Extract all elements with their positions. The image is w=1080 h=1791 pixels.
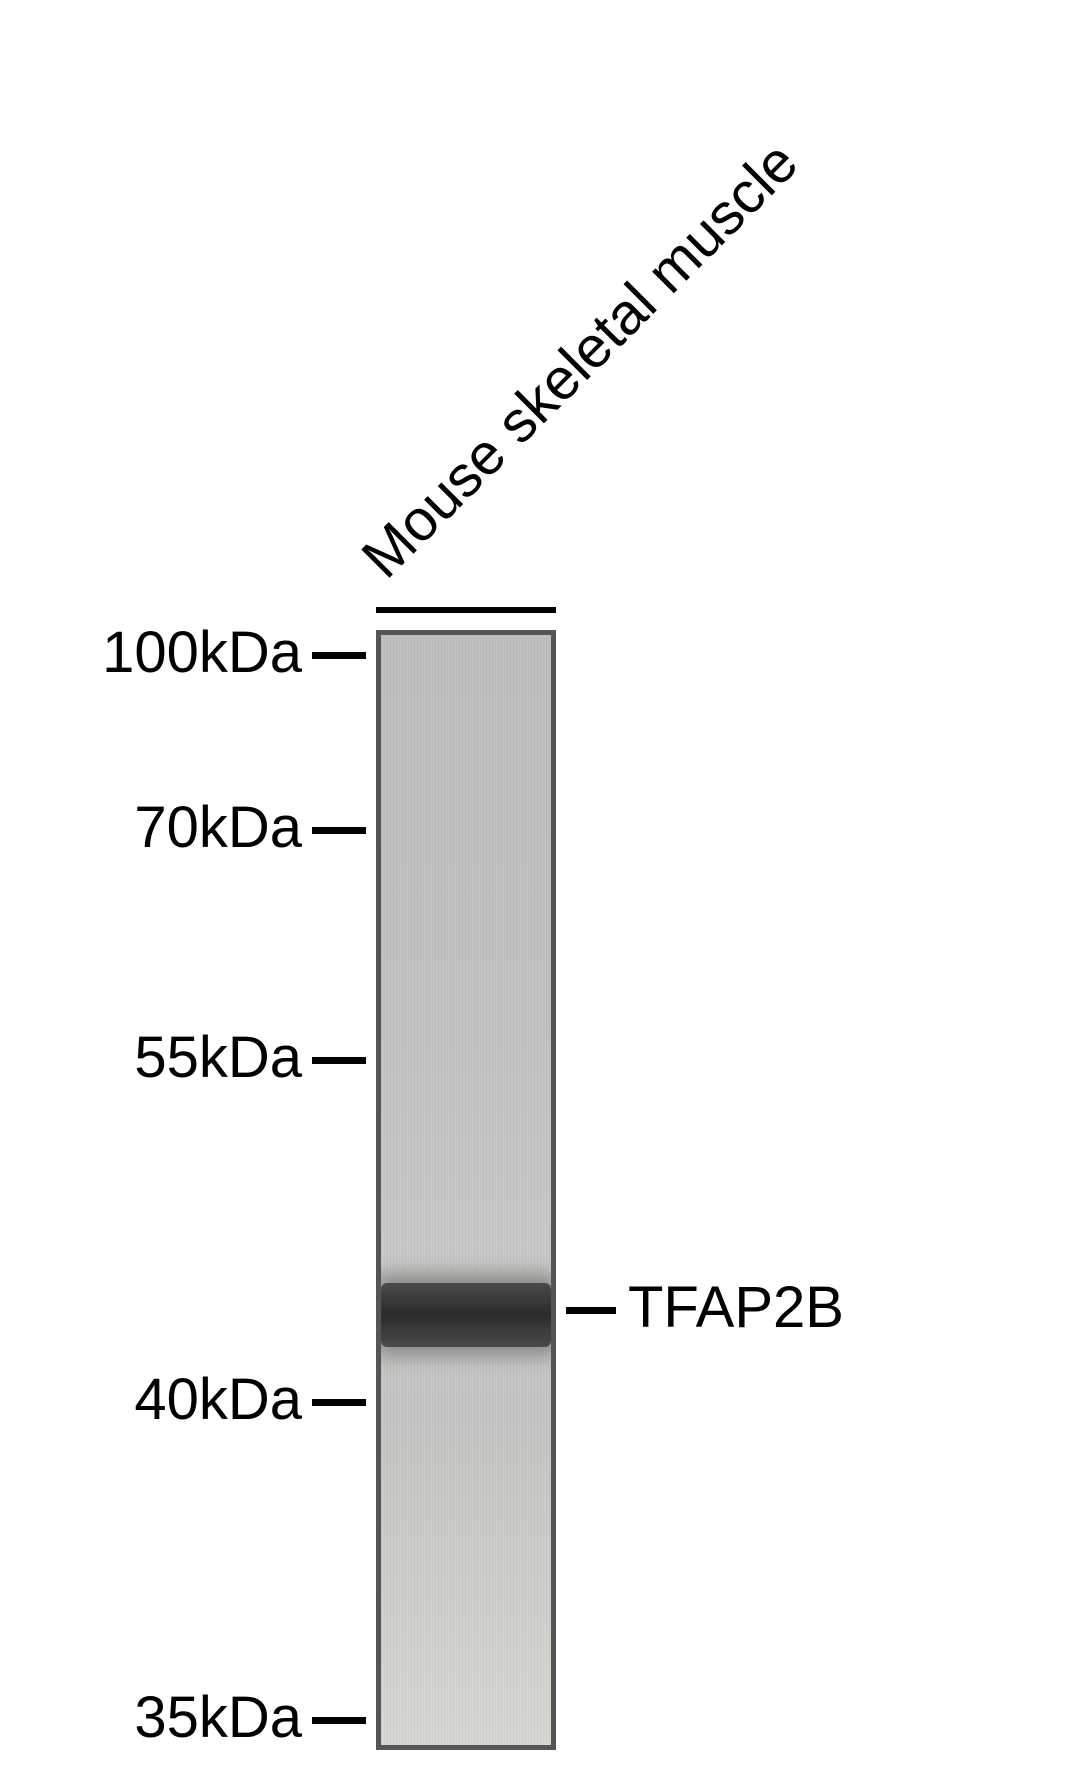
protein-band [381,1283,551,1347]
mw-label: 35kDa [134,1684,302,1751]
mw-tick [312,1399,366,1406]
mw-tick [312,1057,366,1064]
western-blot-figure: { "figure": { "type": "western-blot", "b… [0,0,1080,1791]
mw-label: 100kDa [102,619,302,686]
lane-label: Mouse skeletal muscle [349,129,811,591]
mw-tick [312,827,366,834]
mw-tick [312,1717,366,1724]
mw-label: 70kDa [134,794,302,861]
target-label: TFAP2B [628,1274,844,1341]
mw-label: 55kDa [134,1024,302,1091]
lane-background [381,635,551,1745]
mw-tick [312,652,366,659]
blot-lane [376,630,556,1750]
mw-label: 40kDa [134,1366,302,1433]
lane-underline [376,607,556,613]
target-tick [566,1307,616,1314]
